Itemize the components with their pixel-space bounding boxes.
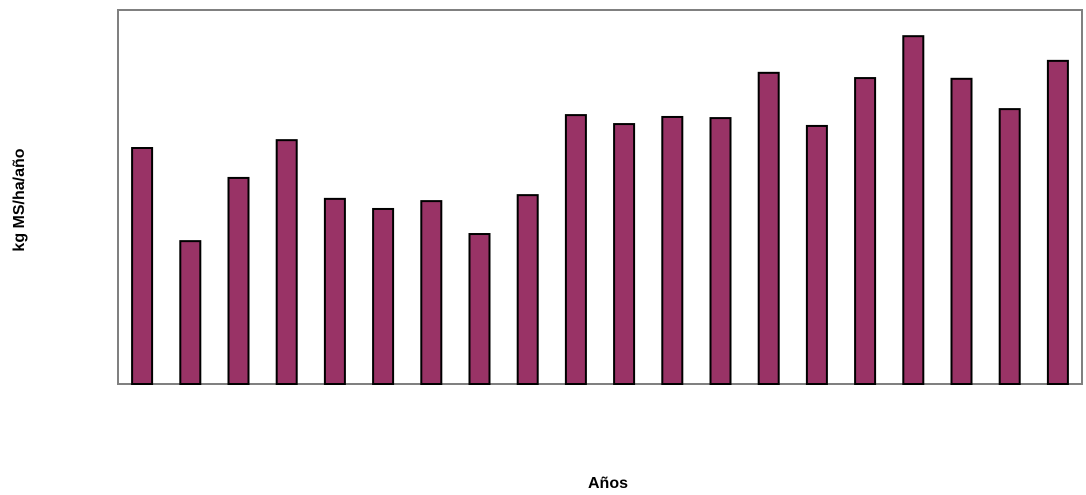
bar <box>757 71 780 385</box>
bar <box>516 194 539 385</box>
bar <box>854 77 877 386</box>
bar <box>709 117 732 385</box>
bar <box>1046 59 1069 385</box>
bar <box>805 124 828 385</box>
plot-area <box>117 9 1083 385</box>
bar <box>275 139 298 385</box>
bar <box>131 147 154 385</box>
bar <box>613 123 636 385</box>
bar <box>323 197 346 385</box>
bar <box>564 114 587 386</box>
bar <box>998 108 1021 386</box>
bar <box>179 240 202 385</box>
bar <box>950 77 973 385</box>
bar <box>372 207 395 385</box>
bar <box>661 115 684 386</box>
bar <box>420 200 443 385</box>
y-axis-label: kg MS/ha/año <box>11 148 28 251</box>
x-axis-label: Años <box>588 475 628 492</box>
bar <box>227 176 250 385</box>
bar <box>902 35 925 386</box>
bar <box>468 233 491 385</box>
